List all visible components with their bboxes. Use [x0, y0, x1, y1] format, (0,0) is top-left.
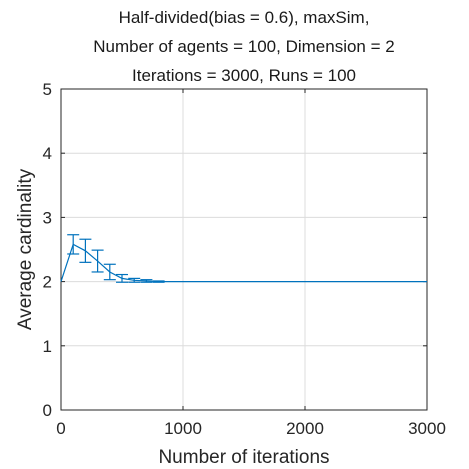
- x-tick-label: 0: [56, 419, 65, 438]
- plot-area: [60, 88, 428, 411]
- title-line: Half-divided(bias = 0.6), maxSim,: [119, 8, 370, 27]
- axis-ticks: 0 1000 2000 3000 0 1 2 3 4 5: [43, 80, 446, 438]
- y-tick-label: 0: [43, 401, 52, 420]
- data-series: [60, 234, 427, 283]
- title-line: Number of agents = 100, Dimension = 2: [93, 37, 394, 56]
- x-tick-label: 2000: [286, 419, 324, 438]
- y-tick-label: 3: [43, 208, 52, 227]
- y-tick-label: 5: [43, 80, 52, 99]
- x-tick-label: 3000: [408, 419, 446, 438]
- y-tick-label: 4: [43, 144, 52, 163]
- y-tick-label: 2: [43, 273, 52, 292]
- chart-title: Half-divided(bias = 0.6), maxSim, Number …: [93, 8, 394, 85]
- title-line: Iterations = 3000, Runs = 100: [132, 66, 356, 85]
- y-tick-label: 1: [43, 337, 52, 356]
- grid: [60, 88, 428, 411]
- series-line: [60, 243, 427, 283]
- x-axis-label: Number of iterations: [158, 447, 329, 468]
- x-tick-label: 1000: [164, 419, 202, 438]
- y-axis-label: Average cardinality: [15, 168, 36, 330]
